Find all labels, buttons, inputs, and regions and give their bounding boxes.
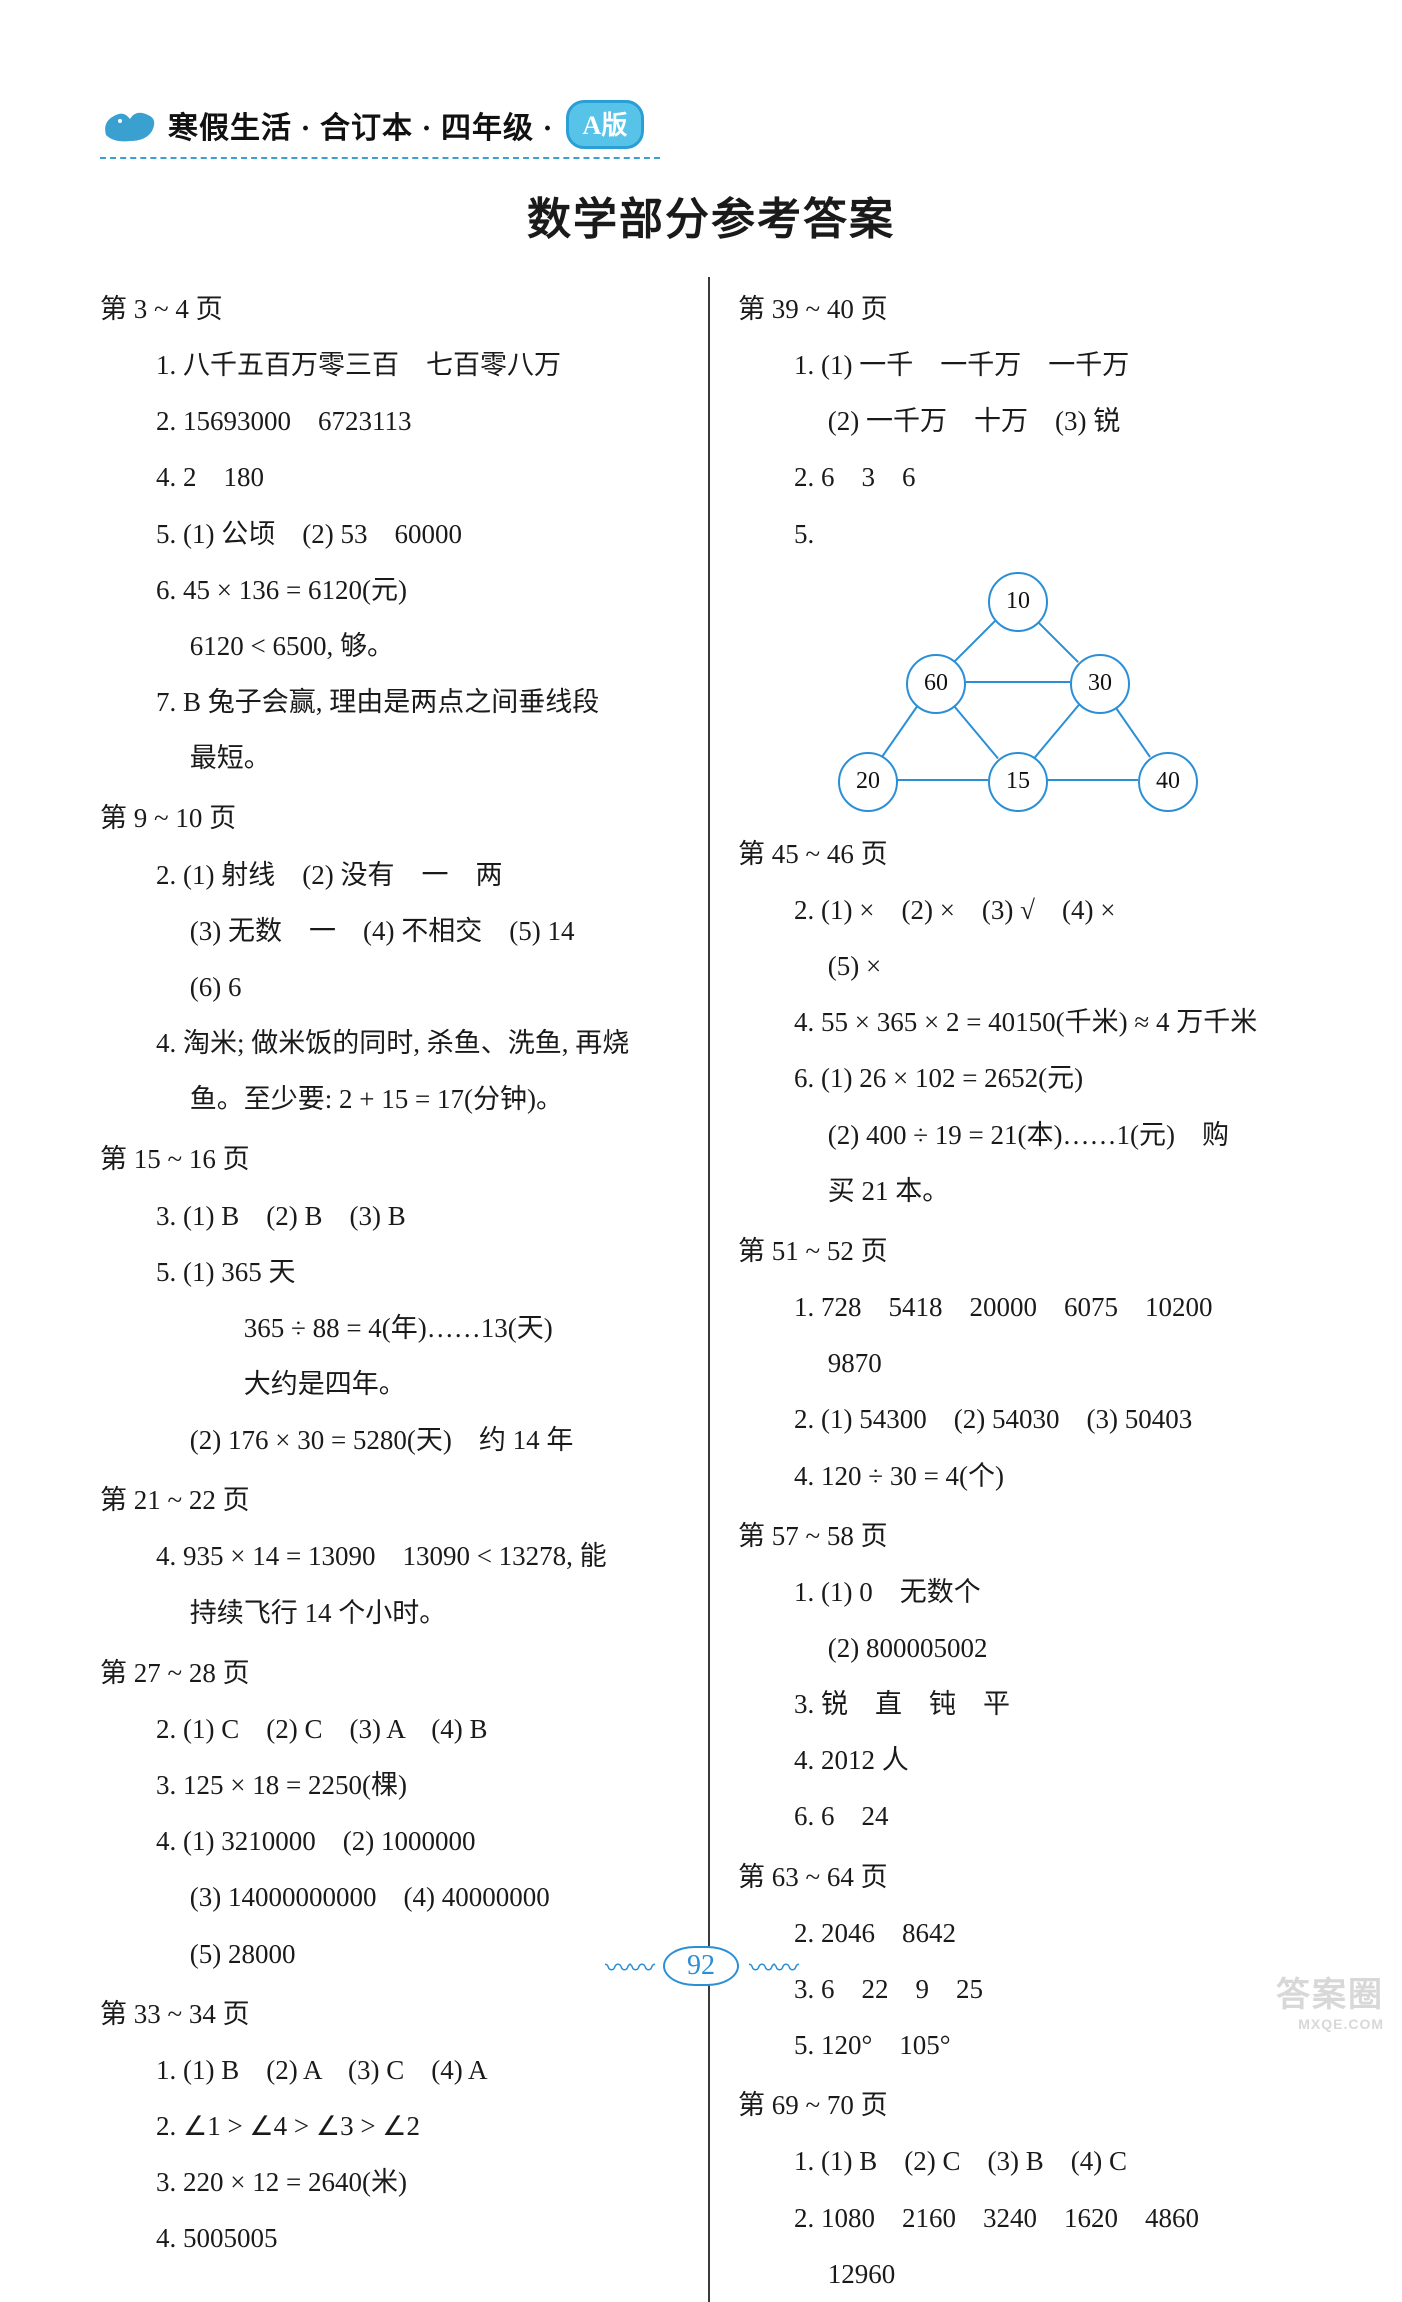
section-heading: 第 39 ~ 40 页 — [738, 281, 1322, 337]
section-heading: 第 63 ~ 64 页 — [738, 1849, 1322, 1905]
answer-line: 3. 125 × 18 = 2250(棵) — [100, 1757, 684, 1813]
answer-line: 2. (1) 射线 (2) 没有 一 两 — [100, 847, 684, 903]
answer-line: (3) 14000000000 (4) 40000000 — [100, 1869, 684, 1925]
bird-icon — [100, 101, 160, 149]
page-number: 92 — [663, 1946, 739, 1986]
diagram-node: 40 — [1138, 752, 1198, 812]
answer-line: 2. ∠1 > ∠4 > ∠3 > ∠2 — [100, 2098, 684, 2154]
answer-line: 1. 八千五百万零三百 七百零八万 — [100, 337, 684, 393]
section-heading: 第 69 ~ 70 页 — [738, 2077, 1322, 2133]
answer-line: 3. (1) B (2) B (3) B — [100, 1188, 684, 1244]
answer-line: 1. (1) 一千 一千万 一千万 — [738, 337, 1322, 393]
section-heading: 第 51 ~ 52 页 — [738, 1223, 1322, 1279]
edition-badge: A版 — [566, 100, 645, 149]
answer-line: 鱼。至少要: 2 + 15 = 17(分钟)。 — [100, 1071, 684, 1127]
diagram-node: 15 — [988, 752, 1048, 812]
answer-line: 2. 6 3 6 — [738, 449, 1322, 505]
section-heading: 第 21 ~ 22 页 — [100, 1472, 684, 1528]
diagram-node: 60 — [906, 654, 966, 714]
answer-line: 6. 6 24 — [738, 1788, 1322, 1844]
answer-line: 5. 120° 105° — [738, 2017, 1322, 2073]
section-heading: 第 57 ~ 58 页 — [738, 1508, 1322, 1564]
section-heading: 第 9 ~ 10 页 — [100, 790, 684, 846]
answer-line: 4. 55 × 365 × 2 = 40150(千米) ≈ 4 万千米 — [738, 994, 1322, 1050]
answer-line: 6120 < 6500, 够。 — [100, 618, 684, 674]
answer-line: 4. (1) 3210000 (2) 1000000 — [100, 1813, 684, 1869]
answer-line: 3. 220 × 12 = 2640(米) — [100, 2154, 684, 2210]
answer-line: 365 ÷ 88 = 4(年)……13(天) — [100, 1300, 684, 1356]
ornament-right-icon: 〰〰 — [749, 1948, 797, 1985]
answer-line: 4. 2 180 — [100, 449, 684, 505]
left-column: 第 3 ~ 4 页1. 八千五百万零三百 七百零八万2. 15693000 67… — [100, 277, 710, 2302]
diagram-node: 10 — [988, 572, 1048, 632]
answer-line: 大约是四年。 — [100, 1356, 684, 1412]
answer-line: (2) 800005002 — [738, 1620, 1322, 1676]
ornament-left-icon: 〰〰 — [605, 1948, 653, 1985]
answer-line: 2. 1080 2160 3240 1620 4860 — [738, 2190, 1322, 2246]
section-heading: 第 3 ~ 4 页 — [100, 281, 684, 337]
answer-line: 5. — [738, 506, 1322, 562]
header-title: 寒假生活 · 合订本 · 四年级 · — [168, 103, 554, 147]
answer-line: 6. (1) 26 × 102 = 2652(元) — [738, 1050, 1322, 1106]
answer-line: 6. 45 × 136 = 6120(元) — [100, 562, 684, 618]
answer-line: (2) 400 ÷ 19 = 21(本)……1(元) 购 — [738, 1107, 1322, 1163]
right-column: 第 39 ~ 40 页1. (1) 一千 一千万 一千万 (2) 一千万 十万 … — [710, 277, 1322, 2302]
answer-line: (3) 无数 一 (4) 不相交 (5) 14 — [100, 903, 684, 959]
header-rule — [100, 157, 660, 159]
answer-line: (6) 6 — [100, 959, 684, 1015]
diagram-node: 30 — [1070, 654, 1130, 714]
answer-line: 7. B 兔子会赢, 理由是两点之间垂线段 — [100, 674, 684, 730]
answer-line: 持续飞行 14 个小时。 — [100, 1585, 684, 1641]
answer-line: 1. (1) B (2) C (3) B (4) C — [738, 2133, 1322, 2189]
section-heading: 第 15 ~ 16 页 — [100, 1131, 684, 1187]
answer-line: 5. (1) 365 天 — [100, 1244, 684, 1300]
number-diagram: 106030201540 — [818, 562, 1178, 822]
answer-line: 2. (1) C (2) C (3) A (4) B — [100, 1701, 684, 1757]
section-heading: 第 33 ~ 34 页 — [100, 1986, 684, 2042]
page-title: 数学部分参考答案 — [100, 183, 1322, 247]
answer-line: 2. (1) 54300 (2) 54030 (3) 50403 — [738, 1391, 1322, 1447]
answer-line: 2. (1) × (2) × (3) √ (4) × — [738, 882, 1322, 938]
watermark-sub: MXQE.COM — [1276, 2016, 1384, 2032]
answer-line: 3. 锐 直 钝 平 — [738, 1676, 1322, 1732]
answer-line: (2) 一千万 十万 (3) 锐 — [738, 393, 1322, 449]
answer-line: 1. 728 5418 20000 6075 10200 — [738, 1279, 1322, 1335]
answer-line: 12960 — [738, 2246, 1322, 2302]
watermark-main: 答案圈 — [1276, 1976, 1384, 2014]
answer-line: 9870 — [738, 1335, 1322, 1391]
answer-line: 4. 935 × 14 = 13090 13090 < 13278, 能 — [100, 1528, 684, 1584]
answer-line: 4. 120 ÷ 30 = 4(个) — [738, 1448, 1322, 1504]
answer-line: 1. (1) B (2) A (3) C (4) A — [100, 2042, 684, 2098]
answer-line: 最短。 — [100, 730, 684, 786]
answer-line: 2. 15693000 6723113 — [100, 393, 684, 449]
page-root: 寒假生活 · 合订本 · 四年级 · A版 数学部分参考答案 第 3 ~ 4 页… — [0, 0, 1402, 2046]
answer-line: 4. 淘米; 做米饭的同时, 杀鱼、洗鱼, 再烧 — [100, 1015, 684, 1071]
answer-line: (2) 176 × 30 = 5280(天) 约 14 年 — [100, 1412, 684, 1468]
section-heading: 第 27 ~ 28 页 — [100, 1645, 684, 1701]
columns: 第 3 ~ 4 页1. 八千五百万零三百 七百零八万2. 15693000 67… — [100, 277, 1322, 2302]
answer-line: 买 21 本。 — [738, 1163, 1322, 1219]
page-footer: 〰〰 92 〰〰 — [0, 1946, 1402, 1986]
answer-line: 1. (1) 0 无数个 — [738, 1564, 1322, 1620]
answer-line: 4. 2012 人 — [738, 1732, 1322, 1788]
answer-line: (5) × — [738, 938, 1322, 994]
header: 寒假生活 · 合订本 · 四年级 · A版 — [100, 100, 1322, 149]
diagram-node: 20 — [838, 752, 898, 812]
answer-line: 4. 5005005 — [100, 2210, 684, 2266]
section-heading: 第 45 ~ 46 页 — [738, 826, 1322, 882]
watermark: 答案圈 MXQE.COM — [1276, 1967, 1384, 2032]
answer-line: 5. (1) 公顷 (2) 53 60000 — [100, 506, 684, 562]
